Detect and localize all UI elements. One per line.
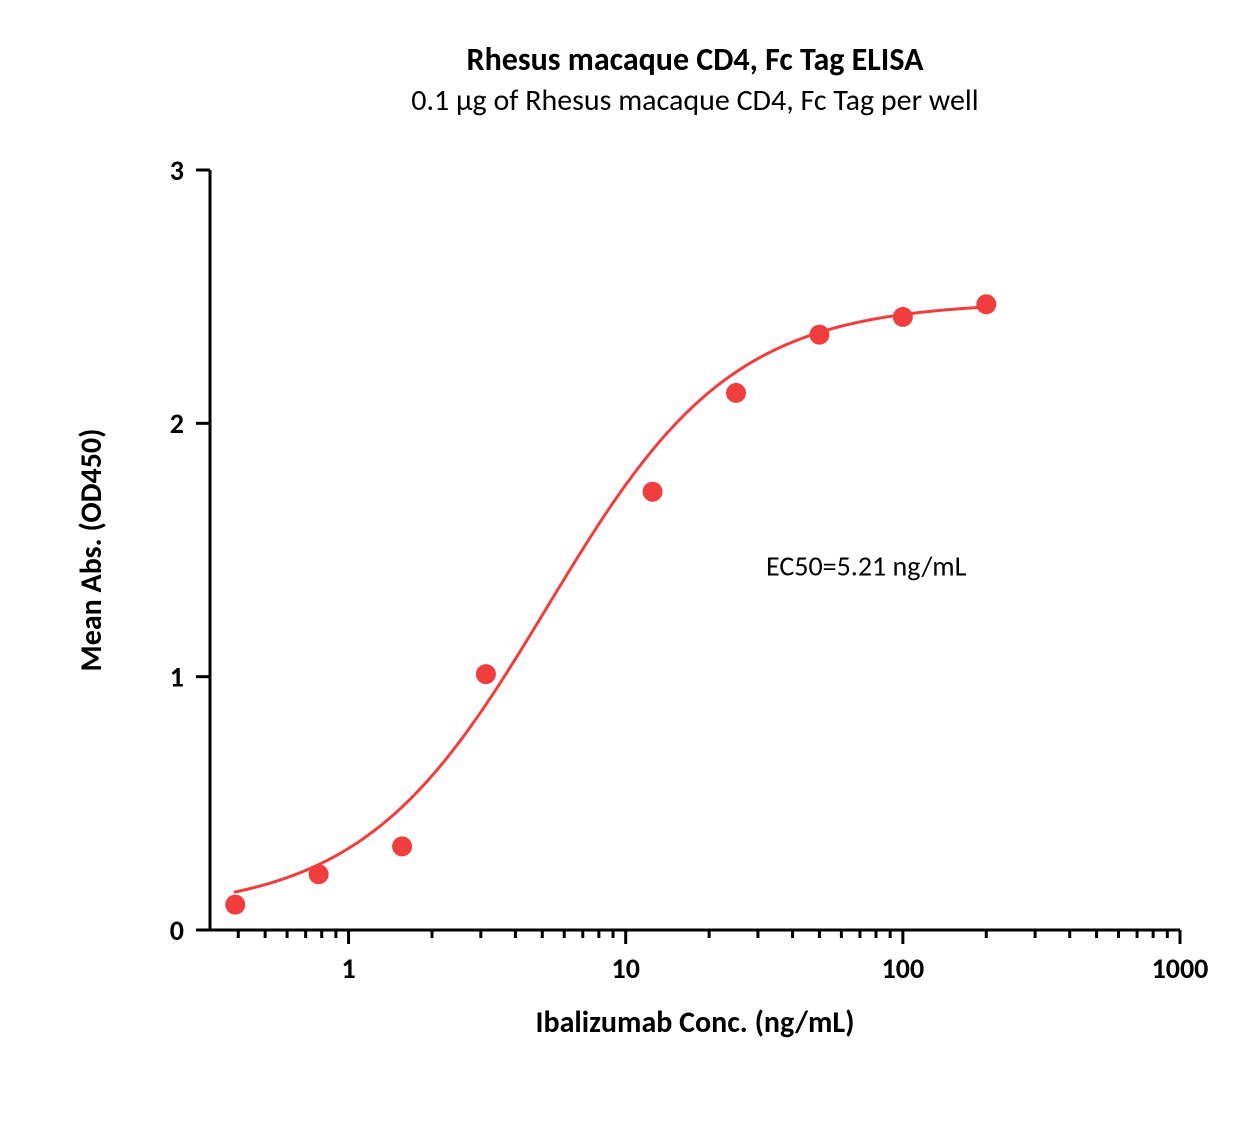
- x-tick-label: 1000: [1152, 951, 1209, 986]
- data-point: [643, 482, 663, 502]
- y-tick-label: 0: [170, 913, 184, 948]
- data-point: [893, 307, 913, 327]
- x-tick-label: 10: [612, 951, 640, 986]
- chart-container: Rhesus macaque CD4, Fc Tag ELISA0.1 µg o…: [0, 0, 1245, 1146]
- ec50-annotation: EC50=5.21 ng/mL: [766, 548, 967, 583]
- chart-title-sub: 0.1 µg of Rhesus macaque CD4, Fc Tag per…: [411, 82, 978, 119]
- data-point: [809, 325, 829, 345]
- data-point: [976, 294, 996, 314]
- data-point: [392, 836, 412, 856]
- y-axis-label: Mean Abs. (OD450): [73, 429, 110, 672]
- fit-curve: [235, 307, 986, 892]
- y-tick-label: 1: [170, 659, 184, 694]
- x-tick-label: 1: [341, 951, 355, 986]
- data-point: [476, 664, 496, 684]
- chart-title-main: Rhesus macaque CD4, Fc Tag ELISA: [467, 40, 925, 79]
- y-tick-label: 2: [170, 406, 184, 441]
- elisa-chart: Rhesus macaque CD4, Fc Tag ELISA0.1 µg o…: [0, 0, 1245, 1146]
- x-tick-label: 100: [882, 951, 925, 986]
- data-point: [309, 864, 329, 884]
- y-tick-label: 3: [170, 153, 184, 188]
- data-point: [726, 383, 746, 403]
- data-point: [225, 895, 245, 915]
- x-axis-label: Ibalizumab Conc. (ng/mL): [536, 1004, 855, 1041]
